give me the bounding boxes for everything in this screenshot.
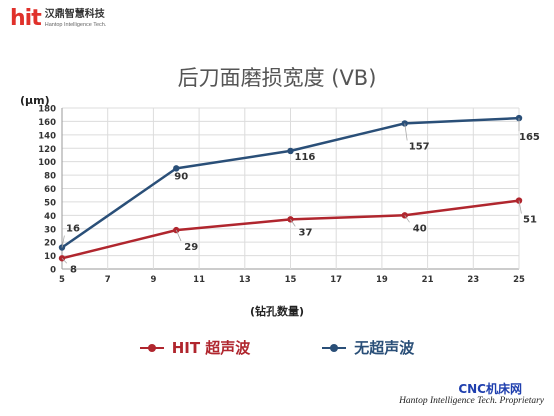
series-1-data-label-1: 90 (174, 171, 188, 182)
series-0-data-label-3: 40 (413, 223, 427, 234)
y-tick-label-60: 60 (44, 185, 56, 195)
series-0-data-label-1: 29 (184, 242, 198, 253)
legend-label-no-ultrasonic: 无超声波 (354, 339, 415, 357)
footer-note: Hantop Intelligence Tech. Proprietary (399, 396, 544, 406)
y-tick-label-80: 80 (44, 172, 56, 182)
x-tick-label-17: 17 (330, 275, 342, 285)
y-tick-label-160: 160 (38, 118, 56, 128)
series-0-leader-2 (290, 219, 296, 227)
y-tick-label-50: 50 (44, 198, 56, 208)
series-1-point-1 (173, 165, 180, 172)
x-tick-label-23: 23 (467, 275, 479, 285)
chart-legend: HIT 超声波 无超声波 (0, 337, 554, 358)
x-tick-label-15: 15 (285, 275, 297, 285)
company-logo: hit 汉鼎智慧科技 Hantop Intelligence Tech. (10, 6, 106, 34)
series-0-data-label-2: 37 (299, 227, 313, 238)
y-tick-label-100: 100 (38, 158, 56, 168)
series-1-data-label-3: 157 (409, 141, 430, 152)
x-tick-label-9: 9 (150, 275, 156, 285)
legend-item-hit: HIT 超声波 (139, 337, 251, 358)
x-tick-label-11: 11 (193, 275, 205, 285)
chart-title: 后刀面磨损宽度 (VB) (177, 66, 377, 90)
y-tick-label-30: 30 (44, 225, 56, 235)
x-axis-label: (钻孔数量) (249, 305, 305, 318)
series-0-data-label-0: 8 (70, 264, 77, 275)
y-tick-label-40: 40 (44, 212, 56, 222)
y-axis-label: (μm) (20, 94, 50, 107)
series-1-leader-3 (404, 123, 408, 141)
y-tick-label-180: 180 (38, 105, 56, 115)
x-tick-label-19: 19 (376, 275, 388, 285)
logo-text: 汉鼎智慧科技 Hantop Intelligence Tech. (45, 6, 107, 29)
series-0-data-label-4: 51 (523, 215, 537, 226)
logo-mark: hit (10, 6, 42, 31)
legend-item-no-ultrasonic: 无超声波 (322, 337, 414, 358)
series-1-data-label-0: 16 (66, 224, 80, 235)
legend-swatch-hit (139, 343, 164, 353)
series-1-point-2 (287, 147, 294, 155)
y-tick-label-120: 120 (38, 145, 56, 155)
logo-chinese-name: 汉鼎智慧科技 (44, 9, 105, 20)
x-tick-label-5: 5 (59, 275, 65, 285)
legend-swatch-no-ultrasonic (322, 343, 347, 353)
series-0-leader-0 (61, 257, 68, 264)
series-0-leader-4 (518, 200, 522, 214)
x-tick-label-25: 25 (513, 275, 525, 285)
y-tick-label-140: 140 (38, 131, 56, 141)
x-tick-label-7: 7 (105, 275, 111, 285)
series-1-data-label-2: 116 (295, 152, 316, 163)
footer-brand: CNC机床网 (458, 382, 522, 396)
x-tick-label-13: 13 (239, 275, 251, 285)
series-1-data-label-4: 165 (519, 132, 540, 143)
y-tick-label-0: 0 (50, 266, 56, 276)
series-0-leader-3 (404, 215, 410, 223)
series-1-leader-0 (61, 235, 65, 248)
y-tick-label-10: 10 (44, 252, 56, 262)
legend-label-hit: HIT 超声波 (171, 339, 251, 357)
x-tick-label-21: 21 (422, 275, 434, 285)
series-0-leader-1 (175, 229, 182, 242)
logo-english-name: Hantop Intelligence Tech. (44, 22, 107, 28)
y-tick-label-20: 20 (44, 239, 56, 249)
